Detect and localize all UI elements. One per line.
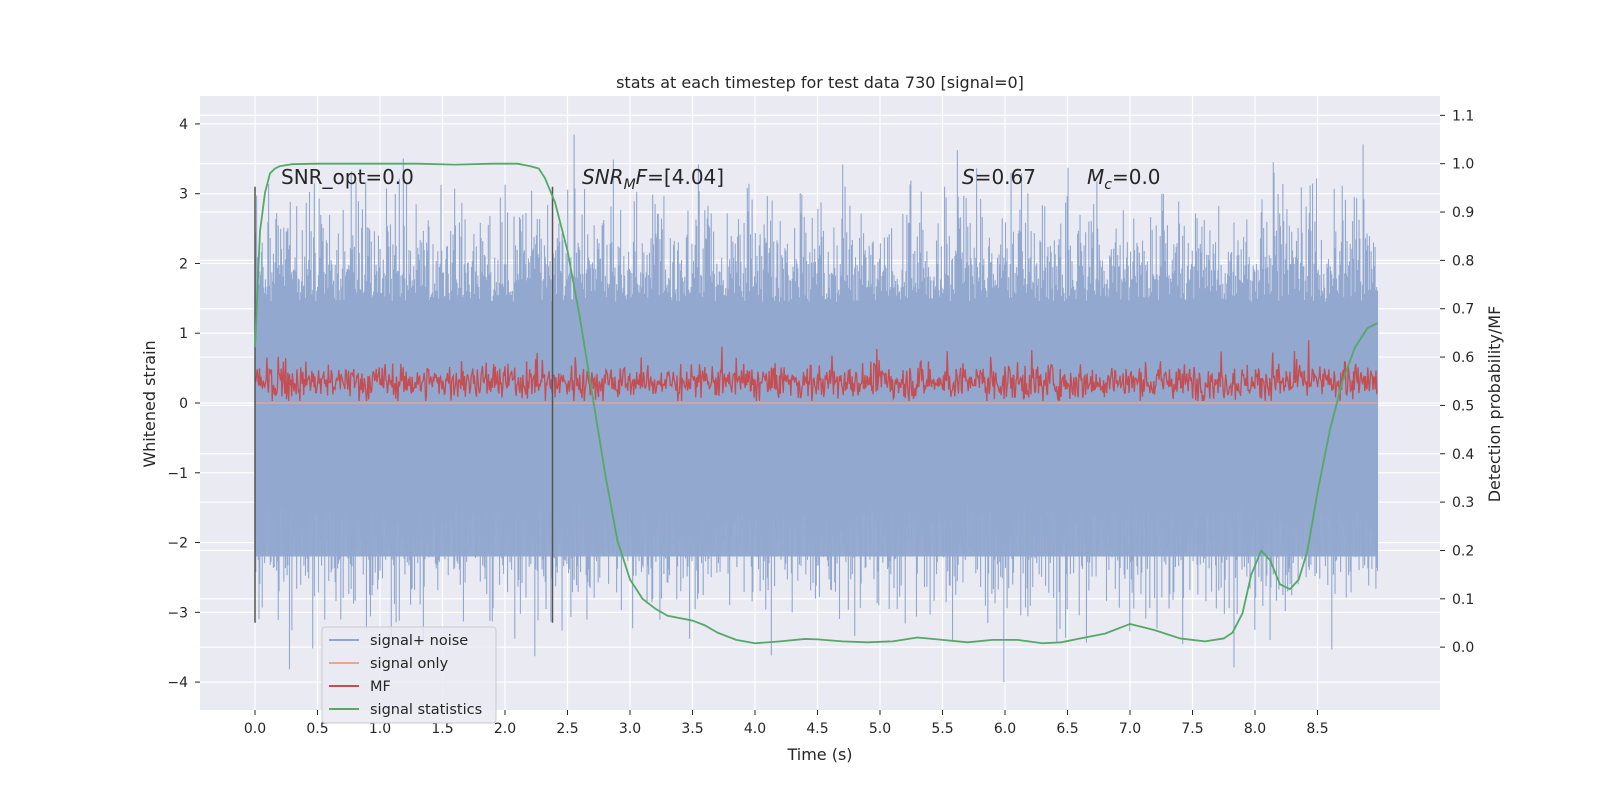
vertical-markers bbox=[254, 186, 554, 623]
x-tick-label-10: 5.0 bbox=[869, 721, 891, 737]
annotation-mc-sub: c bbox=[1104, 177, 1112, 193]
x-tick-label-17: 8.5 bbox=[1306, 721, 1328, 737]
legend-label-signal-noise: signal+ noise bbox=[370, 633, 468, 649]
yl-tick-label-3: −1 bbox=[167, 466, 188, 482]
y-axis-left-label: Whitened strain bbox=[140, 340, 159, 467]
yl-tick-label-8: 4 bbox=[179, 117, 188, 133]
x-tick-label-14: 7.0 bbox=[1119, 721, 1141, 737]
x-tick-label-6: 3.0 bbox=[619, 721, 641, 737]
signal-statistics-line bbox=[254, 162, 1378, 645]
x-tick-label-7: 3.5 bbox=[681, 721, 703, 737]
legend-box bbox=[321, 626, 497, 724]
yr-tick-label-3: 0.3 bbox=[1452, 495, 1474, 511]
annotation-mc-value: =0.0 bbox=[1112, 165, 1161, 189]
yl-tick-label-6: 2 bbox=[179, 256, 188, 272]
annotation-snr-mf-rest: =[4.04] bbox=[647, 165, 724, 189]
x-tick-label-5: 2.5 bbox=[556, 721, 578, 737]
x-tick-label-2: 1.0 bbox=[369, 721, 391, 737]
yr-tick-label-11: 1.1 bbox=[1452, 108, 1474, 124]
yr-tick-label-7: 0.7 bbox=[1452, 302, 1474, 318]
annotation-snr-mf: SNRMF=[4.04] bbox=[582, 165, 724, 193]
annotation-s: S=0.67 bbox=[962, 165, 1036, 189]
y-axis-right-ticks: 0.0 0.1 0.2 0.3 0.4 0.5 0.6 0.7 0.8 0.9 1.0 1.1 bbox=[1440, 108, 1474, 656]
x-tick-label-15: 7.5 bbox=[1181, 721, 1203, 737]
yl-tick-label-2: −2 bbox=[167, 536, 188, 552]
x-tick-label-11: 5.5 bbox=[931, 721, 953, 737]
x-tick-label-3: 1.5 bbox=[431, 721, 453, 737]
yl-tick-label-1: −3 bbox=[167, 605, 188, 621]
mf-trace bbox=[254, 340, 1379, 402]
chart-title: stats at each timestep for test data 730… bbox=[616, 73, 1024, 92]
x-tick-label-1: 0.5 bbox=[306, 721, 328, 737]
yl-tick-label-0: −4 bbox=[167, 675, 188, 691]
yl-tick-label-7: 3 bbox=[179, 187, 188, 203]
yl-tick-label-4: 0 bbox=[179, 396, 188, 412]
x-axis-label: Time (s) bbox=[786, 745, 852, 764]
x-tick-label-9: 4.5 bbox=[806, 721, 828, 737]
legend-label-signal-statistics: signal statistics bbox=[370, 702, 482, 718]
annotation-mc-var: M bbox=[1087, 165, 1104, 189]
series-signal-statistics bbox=[254, 162, 1378, 645]
series-signal-noise bbox=[254, 134, 1379, 683]
annotation-snr-mf-sub: M bbox=[624, 177, 636, 193]
annotation-s-value: =0.67 bbox=[975, 165, 1036, 189]
yr-tick-label-6: 0.6 bbox=[1452, 350, 1474, 366]
x-tick-label-16: 8.0 bbox=[1244, 721, 1266, 737]
annotation-snr-mf-main: SNR bbox=[582, 165, 624, 189]
annotation-snr-mf-rest-italic: F bbox=[636, 165, 648, 189]
legend-label-signal-only: signal only bbox=[370, 656, 449, 672]
series-mf bbox=[254, 340, 1379, 402]
yr-tick-label-0: 0.0 bbox=[1452, 640, 1474, 656]
x-tick-label-13: 6.5 bbox=[1056, 721, 1078, 737]
yr-tick-label-4: 0.4 bbox=[1452, 447, 1474, 463]
yr-tick-label-10: 1.0 bbox=[1452, 157, 1474, 173]
yr-tick-label-1: 0.1 bbox=[1452, 592, 1474, 608]
annotation-snr-opt: SNR_opt=0.0 bbox=[281, 165, 414, 189]
yl-tick-label-5: 1 bbox=[179, 326, 188, 342]
x-tick-label-4: 2.0 bbox=[494, 721, 516, 737]
annotation-s-var: S bbox=[962, 165, 975, 189]
annotation-mc: Mc=0.0 bbox=[1087, 165, 1161, 193]
x-axis-ticks: 0.0 0.5 1.0 1.5 2.0 2.5 3.0 3.5 4.0 4.5 5.0 5.5 6.0 6… bbox=[244, 710, 1329, 737]
yr-tick-label-8: 0.8 bbox=[1452, 253, 1474, 269]
legend-label-mf: MF bbox=[370, 679, 391, 695]
x-tick-label-12: 6.0 bbox=[994, 721, 1016, 737]
yr-tick-label-9: 0.9 bbox=[1452, 205, 1474, 221]
x-tick-label-8: 4.0 bbox=[744, 721, 766, 737]
y-axis-left-ticks: −4 −3 −2 −1 0 1 2 3 4 bbox=[167, 117, 200, 691]
yr-tick-label-5: 0.5 bbox=[1452, 398, 1474, 414]
x-tick-label-0: 0.0 bbox=[244, 721, 266, 737]
legend: signal+ noise signal only MF signal stat… bbox=[321, 626, 497, 724]
yr-tick-label-2: 0.2 bbox=[1452, 543, 1474, 559]
y-axis-right-label: Detection probability/MF bbox=[1485, 306, 1504, 503]
